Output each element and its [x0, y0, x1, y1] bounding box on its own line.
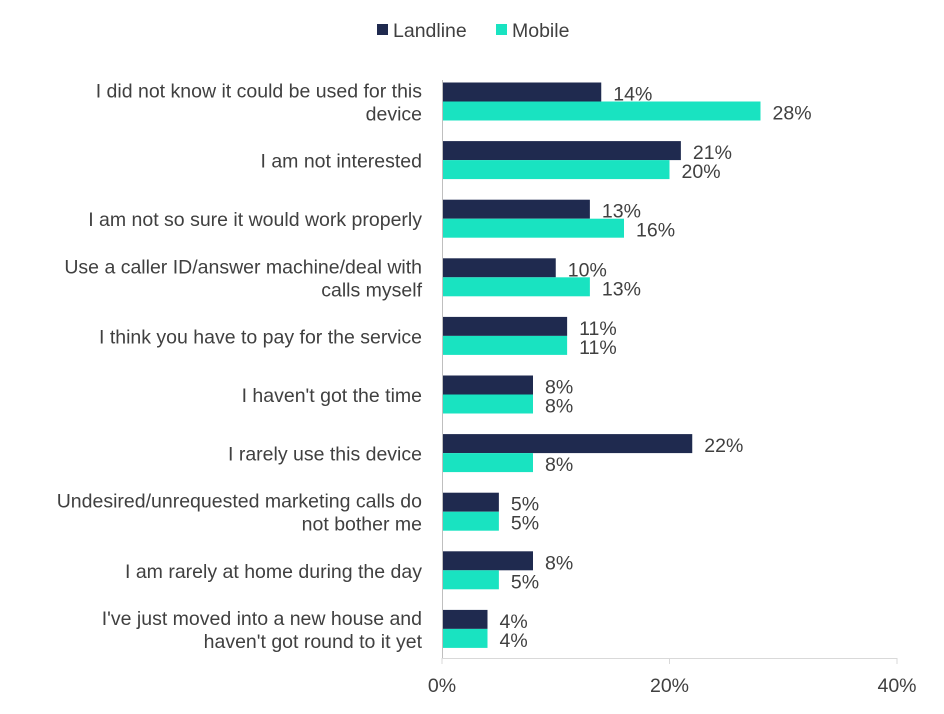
category-labels: I did not know it could be used for this…	[57, 81, 423, 653]
bar-landline	[442, 258, 556, 278]
bar-landline	[442, 199, 590, 219]
legend-swatch-landline	[377, 24, 388, 35]
bar-mobile	[442, 511, 499, 531]
bar-mobile	[442, 453, 533, 473]
x-tick-label: 20%	[650, 675, 689, 697]
bar-mobile	[442, 218, 624, 238]
value-label-landline: 8%	[545, 377, 573, 399]
category-label: I haven't got the time	[242, 385, 422, 407]
bar-landline	[442, 551, 533, 571]
legend-label-landline: Landline	[393, 20, 467, 42]
bar-mobile	[442, 394, 533, 414]
category-label: Undesired/unrequested marketing calls do…	[57, 491, 422, 536]
bar-landline	[442, 434, 693, 454]
value-label-landline: 5%	[511, 494, 539, 516]
bar-mobile	[442, 160, 670, 180]
value-label-landline: 22%	[704, 435, 743, 457]
value-label-mobile: 5%	[511, 571, 539, 593]
category-label: I rarely use this device	[228, 444, 422, 466]
category-label: I did not know it could be used for this…	[96, 81, 423, 126]
value-label-mobile: 4%	[500, 630, 528, 652]
legend-swatch-mobile	[496, 24, 507, 35]
bar-landline	[442, 492, 499, 512]
value-label-landline: 10%	[568, 259, 607, 281]
value-label-mobile: 11%	[579, 337, 617, 359]
bar-landline	[442, 82, 602, 102]
value-label-landline: 21%	[693, 142, 732, 164]
value-label-landline: 13%	[602, 201, 641, 223]
value-label-mobile: 13%	[602, 278, 641, 300]
legend: Landline Mobile	[377, 20, 569, 42]
value-label-landline: 8%	[545, 552, 573, 574]
category-label: Use a caller ID/answer machine/deal with…	[64, 256, 422, 301]
category-label: I am not interested	[260, 151, 422, 173]
bar-mobile	[442, 101, 761, 121]
value-label-mobile: 16%	[636, 220, 675, 242]
value-label-landline: 4%	[500, 611, 528, 633]
bar-mobile	[442, 570, 499, 590]
value-label-mobile: 28%	[773, 103, 812, 125]
value-label-mobile: 20%	[682, 161, 721, 183]
bar-mobile	[442, 628, 488, 648]
value-label-mobile: 8%	[545, 454, 573, 476]
bars	[442, 82, 761, 648]
x-tick-label: 0%	[428, 675, 456, 697]
bar-mobile	[442, 335, 568, 355]
value-label-mobile: 5%	[511, 513, 539, 535]
bar-landline	[442, 316, 568, 336]
bar-landline	[442, 375, 533, 395]
value-label-landline: 11%	[579, 318, 617, 340]
x-tick-label: 40%	[877, 675, 916, 697]
x-axis: 0% 20% 40%	[428, 80, 917, 697]
category-label: I think you have to pay for the service	[99, 326, 422, 348]
value-label-mobile: 8%	[545, 396, 573, 418]
legend-label-mobile: Mobile	[512, 20, 569, 42]
value-label-landline: 14%	[613, 84, 652, 106]
value-labels: 14%21%13%10%11%8%22%5%8%4%28%20%16%13%11…	[500, 84, 812, 652]
bar-landline	[442, 141, 681, 161]
category-label: I am rarely at home during the day	[125, 561, 422, 583]
bar-landline	[442, 609, 488, 629]
bar-mobile	[442, 277, 590, 297]
category-label: I am not so sure it would work properly	[88, 209, 422, 231]
category-label: I've just moved into a new house and have…	[102, 608, 423, 653]
